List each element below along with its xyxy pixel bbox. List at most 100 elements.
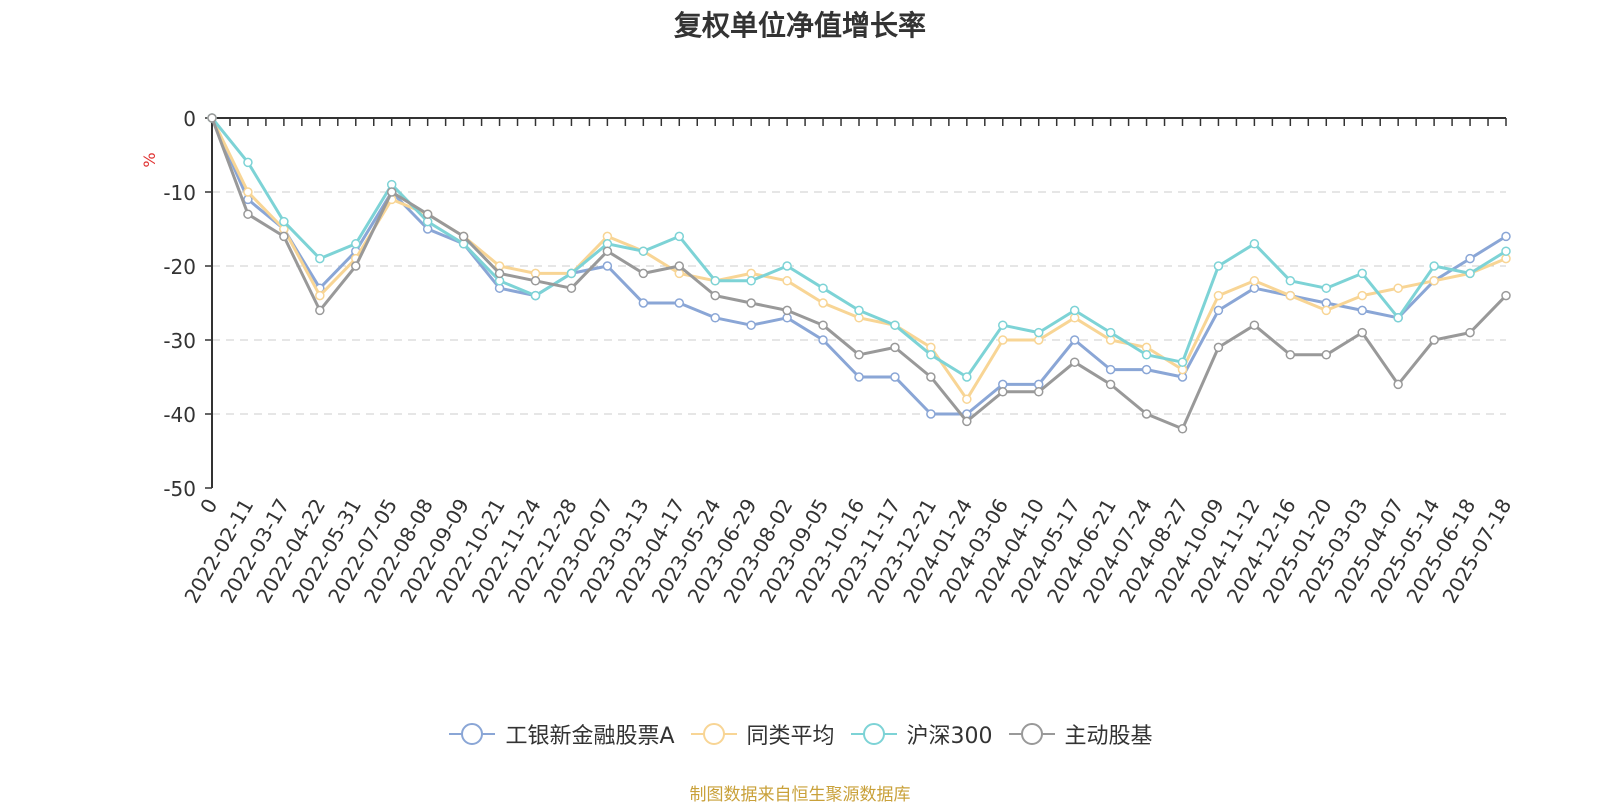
series-point-4	[1501, 290, 1511, 301]
series-point-2	[782, 276, 792, 286]
series-point-2	[1393, 283, 1403, 293]
y-tick-label: -10	[163, 181, 196, 205]
series-point-4	[566, 283, 577, 293]
series-point-2	[962, 394, 972, 404]
y-tick-label: -50	[163, 477, 196, 501]
legend-item-3[interactable]: 沪深300	[849, 718, 993, 750]
series-point-3	[782, 261, 792, 271]
series-point-4	[638, 268, 649, 279]
legend-item-4[interactable]: 主动股基	[1007, 718, 1153, 750]
series-point-3	[818, 283, 828, 293]
series-point-1	[710, 313, 720, 323]
series-point-4	[890, 342, 900, 353]
series-point-4	[782, 305, 792, 316]
series-point-1	[602, 261, 613, 271]
series-point-3	[1501, 246, 1511, 256]
series-point-4	[1429, 335, 1439, 345]
series-point-2	[243, 187, 253, 197]
series-point-3	[351, 239, 361, 249]
series-point-3	[566, 268, 577, 279]
legend-item-2[interactable]: 同类平均	[689, 718, 835, 750]
series-point-2	[1249, 276, 1260, 286]
series-point-3	[998, 320, 1008, 330]
series-point-1	[926, 409, 936, 419]
series-point-3	[854, 305, 864, 316]
series-point-3	[1213, 261, 1224, 271]
series-point-4	[1249, 320, 1260, 330]
legend-item-1[interactable]: 工银新金融股票A	[447, 718, 675, 750]
series-point-4	[746, 298, 756, 308]
series-line-3	[210, 117, 1507, 379]
legend-symbol-icon	[1008, 723, 1055, 745]
series-point-4	[818, 320, 828, 330]
series-point-3	[1141, 350, 1152, 360]
series-point-3	[1393, 313, 1403, 323]
series-point-3	[1249, 239, 1260, 249]
series-point-1	[638, 298, 649, 308]
series-point-3	[1429, 261, 1439, 271]
y-tick-label: -30	[163, 329, 196, 353]
series-line-4	[210, 117, 1508, 431]
series-point-3	[1033, 327, 1044, 338]
series-point-4	[1141, 409, 1152, 419]
series-point-4	[1033, 387, 1044, 397]
series-point-1	[890, 372, 900, 382]
series-point-4	[1177, 424, 1188, 434]
series-point-1	[1141, 364, 1152, 375]
legend-symbol-icon	[690, 723, 737, 745]
series-point-4	[1357, 327, 1367, 338]
series-point-4	[1321, 350, 1332, 360]
series-point-3	[1105, 327, 1116, 338]
series-point-4	[207, 113, 217, 123]
series-point-4	[279, 231, 289, 242]
series-point-4	[494, 268, 505, 279]
series-point-3	[638, 246, 649, 256]
series-point-4	[962, 416, 972, 427]
series-point-3	[890, 320, 900, 330]
series-point-1	[1213, 305, 1224, 316]
legend-label: 同类平均	[746, 724, 835, 749]
legend-symbol-icon	[449, 723, 496, 745]
series-point-2	[1285, 290, 1296, 301]
series-point-4	[1393, 379, 1403, 390]
series-point-3	[530, 290, 541, 301]
series-point-1	[1357, 305, 1367, 316]
source-note: 制图数据来自恒生聚源数据库	[689, 785, 911, 805]
series-point-1	[1501, 231, 1511, 242]
series-point-3	[1465, 268, 1475, 279]
x-tick-label: 0	[195, 495, 222, 518]
series-point-3	[315, 253, 325, 264]
legend-label: 主动股基	[1064, 724, 1153, 749]
series-point-4	[926, 372, 936, 382]
line-chart: 0-10-20-30-40-50%02022-02-112022-03-1720…	[140, 107, 1516, 607]
series-point-4	[854, 350, 864, 360]
series-point-2	[1321, 305, 1332, 316]
series-point-4	[386, 187, 397, 197]
series-point-4	[243, 209, 253, 219]
y-tick-label: -20	[163, 255, 196, 279]
series-point-4	[1069, 357, 1080, 367]
series-point-3	[1321, 283, 1332, 293]
series-point-2	[315, 290, 325, 301]
y-tick-label: -40	[163, 403, 196, 427]
legend-symbol-icon	[850, 723, 897, 745]
series-point-4	[1105, 379, 1116, 390]
series-point-3	[1177, 357, 1188, 367]
series-point-1	[1069, 335, 1080, 345]
series-point-2	[818, 298, 828, 308]
y-axis-label: %	[140, 152, 159, 167]
series-point-4	[1213, 342, 1224, 353]
series-point-4	[422, 209, 433, 219]
series-point-4	[315, 305, 325, 316]
series-point-1	[818, 335, 828, 345]
series-point-2	[998, 335, 1008, 345]
series-point-1	[1105, 364, 1116, 375]
series-point-4	[998, 387, 1008, 397]
legend-label: 工银新金融股票A	[505, 724, 675, 749]
series-point-4	[602, 246, 613, 256]
series-point-1	[746, 320, 756, 330]
series-point-3	[674, 231, 685, 242]
series-point-4	[1465, 327, 1475, 338]
series-point-3	[1069, 305, 1080, 316]
legend: 工银新金融股票A 同类平均 沪深300 主动股基	[0, 718, 1600, 750]
